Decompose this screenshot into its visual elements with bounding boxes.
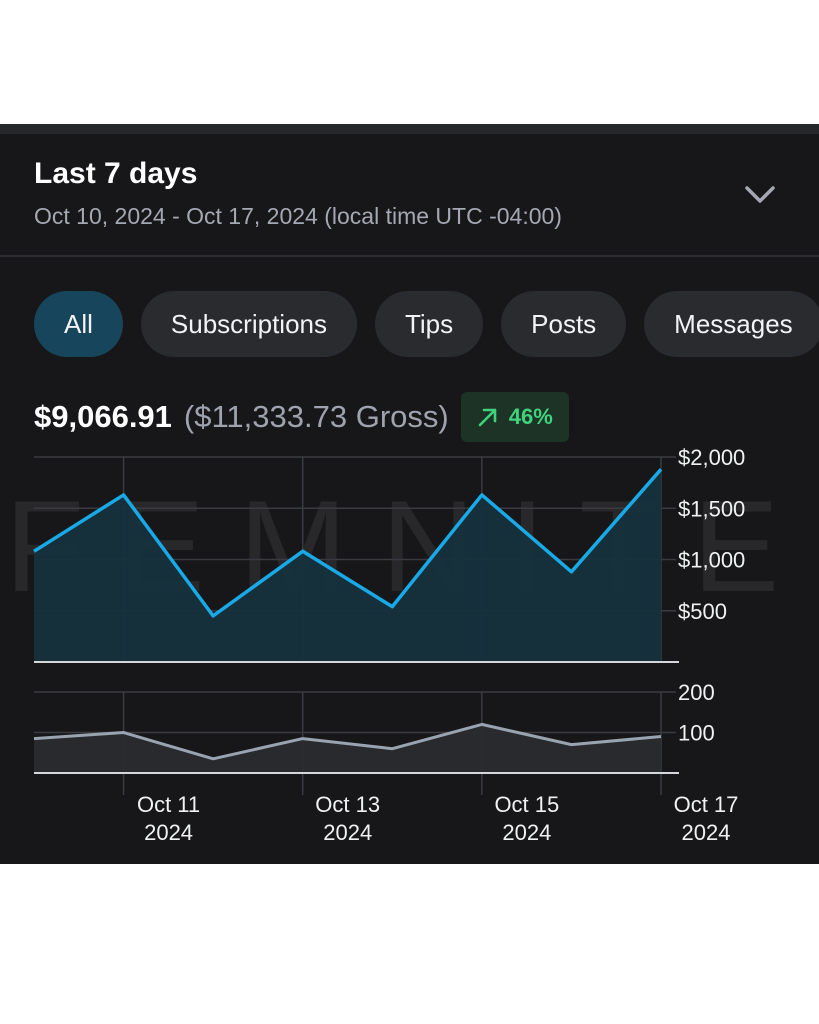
- date-range: Oct 10, 2024 - Oct 17, 2024 (local time …: [34, 203, 562, 229]
- x-tick-label: Oct 13: [315, 792, 380, 817]
- earnings-summary: $9,066.91 ($11,333.73 Gross) 46%: [34, 392, 569, 442]
- earnings-line: [33, 468, 663, 618]
- earnings-y-tick-label: $2,000: [678, 445, 745, 470]
- tab-tips[interactable]: Tips: [374, 291, 484, 357]
- header-divider: [0, 255, 819, 257]
- tab-all[interactable]: All: [34, 291, 123, 357]
- category-tabs: All Subscriptions Tips Posts Messages: [34, 291, 819, 357]
- count-y-tick-label: 100: [678, 721, 715, 746]
- x-tick-year: 2024: [323, 820, 372, 845]
- x-tick-year: 2024: [502, 820, 551, 845]
- period-title[interactable]: Last 7 days: [34, 157, 198, 190]
- chevron-down-icon[interactable]: [740, 180, 780, 210]
- x-tick-label: Oct 15: [494, 792, 559, 817]
- count-line: [33, 722, 662, 761]
- x-tick-label: Oct 11: [137, 792, 200, 817]
- tab-posts[interactable]: Posts: [501, 291, 627, 357]
- earnings-panel: Last 7 days Oct 10, 2024 - Oct 17, 2024 …: [0, 124, 819, 864]
- count-area: [34, 724, 661, 773]
- arrow-up-right-icon: [478, 408, 497, 427]
- top-divider-bar: [0, 124, 819, 134]
- count-y-tick-label: 200: [678, 680, 715, 705]
- earnings-area: [34, 469, 661, 662]
- tab-subscriptions[interactable]: Subscriptions: [140, 291, 357, 357]
- earnings-y-tick-label: $1,500: [678, 496, 745, 521]
- earnings-y-tick-label: $1,000: [678, 548, 745, 573]
- earnings-y-tick-label: $500: [678, 599, 727, 624]
- tab-messages[interactable]: Messages: [644, 291, 819, 357]
- x-tick-year: 2024: [682, 820, 731, 845]
- change-percent: 46%: [508, 404, 553, 429]
- gross-earnings: ($11,333.73 Gross): [183, 399, 449, 434]
- change-badge: 46%: [460, 392, 569, 442]
- x-tick-year: 2024: [144, 820, 193, 845]
- x-tick-label: Oct 17: [674, 792, 739, 817]
- net-earnings: $9,066.91: [34, 399, 172, 434]
